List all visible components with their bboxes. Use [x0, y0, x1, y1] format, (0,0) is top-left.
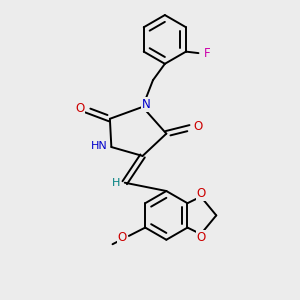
Text: O: O [75, 102, 84, 115]
Text: O: O [118, 231, 127, 244]
Text: O: O [197, 231, 206, 244]
Text: H: H [112, 178, 121, 188]
Text: F: F [203, 46, 210, 60]
Text: O: O [197, 187, 206, 200]
Text: HN: HN [91, 140, 107, 151]
Text: N: N [142, 98, 151, 111]
Text: O: O [193, 120, 202, 133]
